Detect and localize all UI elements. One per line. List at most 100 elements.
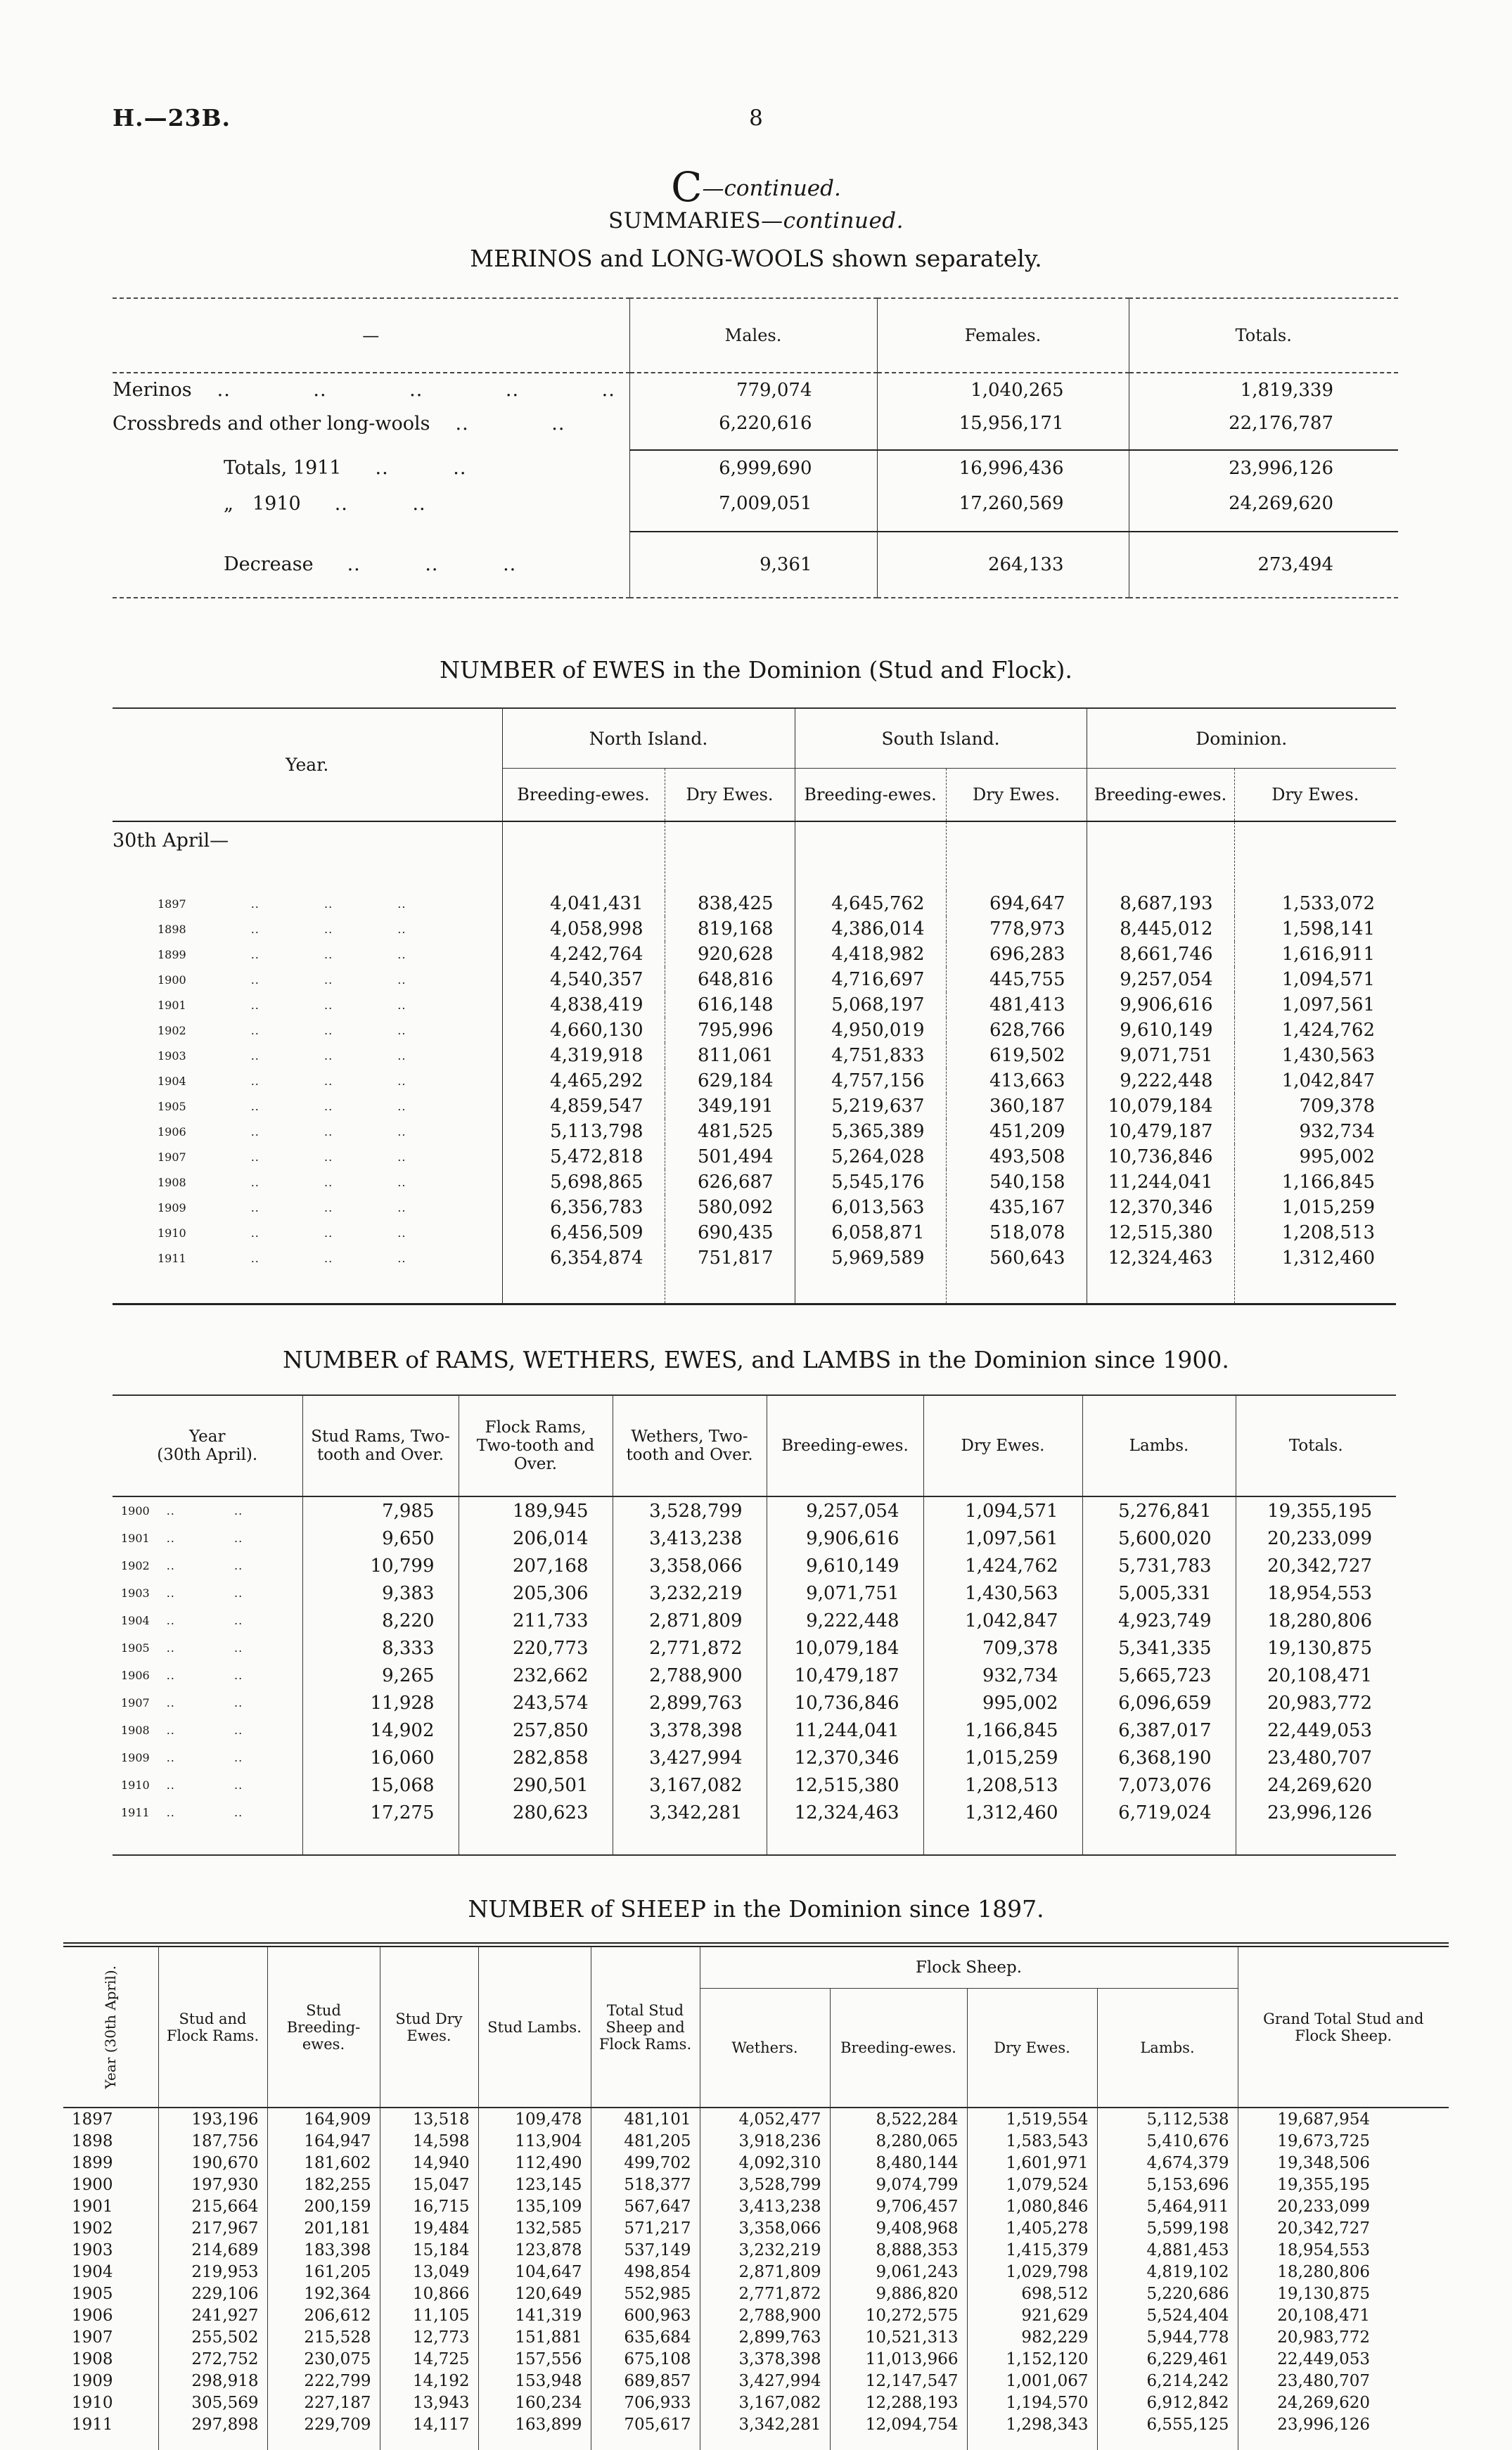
dot-leader: .. .. [166,1724,243,1737]
dominion-breeding-ewes: 8,661,746 [1086,942,1235,967]
south-breeding-ewes: 4,645,762 [794,891,947,916]
south-breeding-ewes: 4,716,697 [794,967,947,992]
stud-lambs-value: 151,881 [478,2326,591,2348]
dot-leader: .. .. .. [250,1124,406,1139]
year-label: 1904 [121,1614,150,1627]
table-row: 1901 215,664 200,159 16,715 135,109 567,… [63,2195,1449,2217]
total-stud-value: 705,617 [590,2413,700,2450]
year-cell: 1909 .. .. .. [113,1195,502,1220]
flock-rams-value: 206,014 [458,1525,613,1552]
table-row: 1910 305,569 227,187 13,943 160,234 706,… [63,2392,1449,2413]
year-label: 1897 [158,897,186,911]
table-row: 1907 .. .. 11,928 243,574 2,899,763 10,73… [113,1689,1396,1717]
stud-flock-rams-value: 197,930 [158,2174,267,2195]
col-header-dry-ewes: Dry Ewes. [923,1395,1082,1497]
stud-breeding-ewes-value: 164,909 [267,2108,380,2130]
col-header-flock-lambs: Lambs. [1096,1988,1238,2108]
dot-leader: .. .. .. [250,947,406,961]
table-row: 1901 .. .. .. 4,838,419 616,148 5,068,197… [113,992,1397,1018]
year-label: 1903 [158,1048,186,1063]
table-row: 1906 .. .. 9,265 232,662 2,788,900 10,479… [113,1662,1396,1689]
sheep-table-title: NUMBER of SHEEP in the Dominion since 18… [468,1895,1044,1923]
dominion-dry-ewes: 1,312,460 [1234,1245,1397,1304]
dominion-dry-ewes: 1,097,561 [1234,992,1397,1018]
flock-breeding-ewes-value: 9,408,968 [829,2217,967,2239]
dot-leader: .. .. .. [250,1048,406,1063]
year-label: 1906 [121,1669,150,1682]
stud-rams-value: 15,068 [302,1771,459,1799]
north-breeding-ewes: 6,356,783 [501,1195,665,1220]
grand-total-value: 19,130,875 [1237,2283,1449,2304]
year-label: 1898 [158,922,186,936]
dot-leader: .. .. .. [250,1226,406,1240]
year-label: 1908 [158,1175,186,1189]
wethers-value: 2,899,763 [699,2326,830,2348]
table-row: 1903 .. .. .. 4,319,918 811,061 4,751,833… [113,1043,1397,1068]
year-label: 1902 [72,2219,113,2238]
lambs-value: 5,665,723 [1082,1662,1236,1689]
total-stud-value: 567,647 [590,2195,700,2217]
year-label: 1907 [121,1696,150,1710]
stud-dry-ewes-value: 15,047 [379,2174,478,2195]
totals-rows: Totals, 1911 .. .. 6,999,690 16,996,436 2… [113,450,1398,532]
males-value: 6,999,690 [629,450,877,486]
wethers-value: 2,788,900 [612,1662,767,1689]
dominion-breeding-ewes: 9,610,149 [1086,1018,1235,1043]
breeding-ewes-value: 12,515,380 [766,1771,923,1799]
females-value: 15,956,171 [876,406,1129,451]
grand-total-value: 19,348,506 [1237,2152,1449,2174]
north-dry-ewes: 819,168 [664,916,795,942]
lambs-value: 5,341,335 [1082,1634,1236,1662]
grand-total-value: 18,280,806 [1237,2261,1449,2283]
dot-leader: .. .. [166,1696,243,1710]
wethers-value: 3,427,994 [612,1744,767,1771]
south-dry-ewes: 628,766 [945,1018,1087,1043]
year-cell: 1906 .. .. [113,1662,302,1689]
north-breeding-ewes: 4,058,998 [501,916,665,942]
total-stud-value: 498,854 [590,2261,700,2283]
dot-leader: .. .. [166,1751,243,1764]
dot-leader: .. .. [166,1586,243,1600]
north-dry-ewes: 690,435 [664,1220,795,1245]
col-header-flock-dry-ewes: Dry Ewes. [966,1988,1097,2108]
table-row: 1899 .. .. .. 4,242,764 920,628 4,418,982… [113,942,1397,967]
col-header-year: Year (30th April). [113,1395,302,1497]
stud-flock-rams-value: 219,953 [158,2261,267,2283]
stud-dry-ewes-value: 13,943 [379,2392,478,2413]
masthead: H.—23B. 8 [113,104,1399,145]
totals-value: 22,449,053 [1235,1717,1396,1744]
dominion-dry-ewes: 932,734 [1234,1119,1397,1144]
year-label: 1910 [158,1226,186,1240]
wethers-value: 3,232,219 [612,1579,767,1607]
flock-dry-ewes-value: 1,415,379 [966,2239,1097,2261]
year-cell: 1901 .. .. .. [113,992,502,1018]
col-header-dry-ewes: Dry Ewes. [664,768,795,821]
table-row: Totals, 1911 .. .. 6,999,690 16,996,436 2… [113,450,1398,486]
flock-lambs-value: 4,819,102 [1096,2261,1238,2283]
stud-flock-rams-value: 297,898 [158,2413,267,2450]
dominion-dry-ewes: 1,424,762 [1234,1018,1397,1043]
flock-breeding-ewes-value: 8,480,144 [829,2152,967,2174]
north-breeding-ewes: 5,698,865 [501,1169,665,1195]
group-header-dominion: Dominion. [1086,708,1397,769]
row-label-cell: „ 1910 .. .. [113,486,629,532]
stud-lambs-value: 163,899 [478,2413,591,2450]
stud-lambs-value: 123,145 [478,2174,591,2195]
stud-dry-ewes-value: 14,725 [379,2348,478,2370]
flock-lambs-value: 6,229,461 [1096,2348,1238,2370]
year-cell: 1908 .. .. .. [113,1169,502,1195]
flock-rams-value: 207,168 [458,1552,613,1579]
flock-lambs-value: 6,214,242 [1096,2370,1238,2392]
dot-leader: .. .. [334,493,426,515]
stud-rams-value: 10,799 [302,1552,459,1579]
col-header-totals: Totals. [1128,298,1398,373]
dot-leader: .. .. [166,1559,243,1572]
dominion-breeding-ewes: 8,445,012 [1086,916,1235,942]
flock-breeding-ewes-value: 10,272,575 [829,2304,967,2326]
grand-total-value: 20,342,727 [1237,2217,1449,2239]
stud-breeding-ewes-value: 161,205 [267,2261,380,2283]
ewes-table: Year. North Island. South Island. Domini… [113,707,1397,1305]
col-header-year-rotated: Year (30th April). [63,1944,158,2108]
stud-lambs-value: 109,478 [478,2108,591,2130]
